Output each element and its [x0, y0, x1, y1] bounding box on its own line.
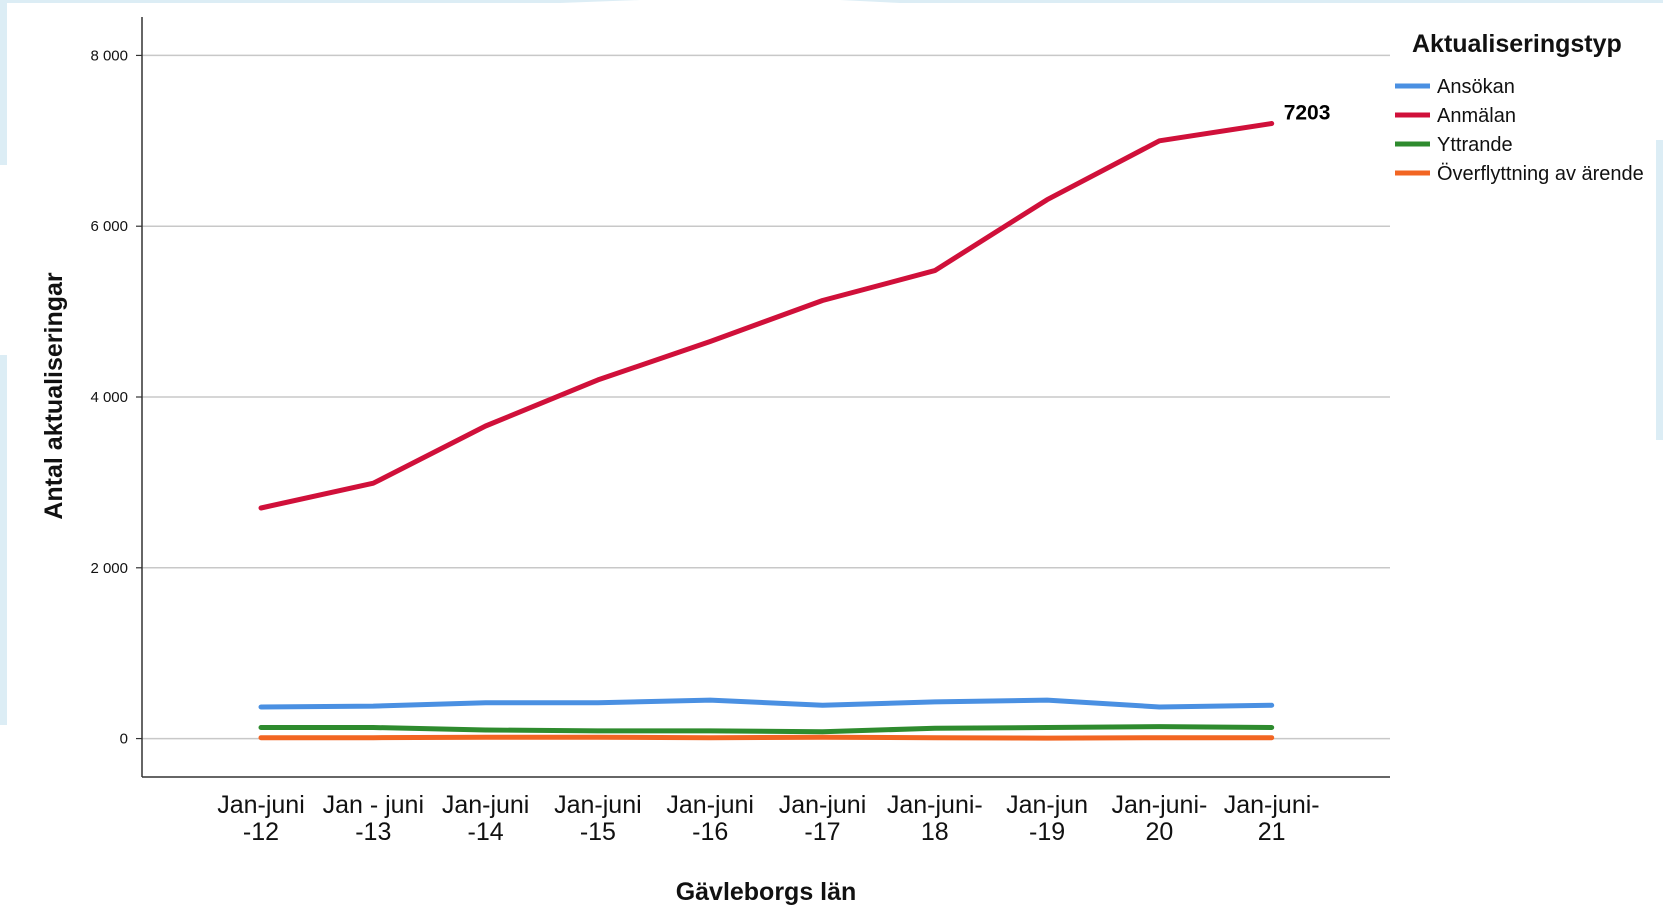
x-tick-label: -13 [355, 818, 391, 846]
series-line-ansokan [258, 697, 1275, 710]
x-tick-label: 20 [1145, 818, 1173, 846]
gridlines [142, 54, 1390, 740]
legend: Aktualiseringstyp Ansökan Anmälan Yttrande… [1395, 30, 1644, 185]
y-tick-label: 2 000 [90, 560, 128, 577]
x-tick-label: Jan - juni [323, 791, 424, 819]
series-line-anmalan [258, 121, 1275, 511]
x-tick-label: 18 [921, 818, 949, 846]
x-tick-label: Jan-juni- [887, 791, 983, 819]
x-axis-title: Gävleborgs län [676, 878, 857, 906]
y-tick-label: 0 [120, 731, 128, 748]
x-tick-label: Jan-juni- [1224, 791, 1320, 819]
y-axis-ticks: 0 2 000 4 000 6 000 8 000 [90, 47, 142, 748]
x-tick-label: -15 [580, 818, 616, 846]
legend-label-overflyttning-av-arende: Överflyttning av ärende [1437, 163, 1644, 185]
legend-label-anmalan: Anmälan [1437, 105, 1516, 127]
series-lines [258, 121, 1275, 741]
x-tick-label: -14 [468, 818, 504, 846]
x-tick-label: -12 [243, 818, 279, 846]
x-tick-label: Jan-juni [442, 791, 530, 819]
x-tick-label: Jan-juni- [1111, 791, 1207, 819]
x-tick-label: -19 [1029, 818, 1065, 846]
x-tick-label: Jan-juni [554, 791, 642, 819]
x-tick-label: -17 [804, 818, 840, 846]
series-line-yttrande [258, 724, 1275, 735]
x-tick-label: Jan-jun [1006, 791, 1088, 819]
legend-label-yttrande: Yttrande [1437, 134, 1513, 156]
series-line-overflyttning-av-arende [258, 734, 1275, 741]
x-tick-label: -16 [692, 818, 728, 846]
y-tick-label: 4 000 [90, 389, 128, 406]
y-tick-label: 6 000 [90, 218, 128, 235]
annotations: 7203 [1284, 101, 1331, 124]
y-axis-title: Antal aktualiseringar [40, 272, 68, 520]
x-tick-label: Jan-juni [217, 791, 305, 819]
x-tick-label: Jan-juni [779, 791, 867, 819]
x-tick-label: Jan-juni [666, 791, 754, 819]
legend-label-ansokan: Ansökan [1437, 76, 1515, 98]
legend-title: Aktualiseringstyp [1412, 30, 1622, 58]
x-tick-label: 21 [1258, 818, 1286, 846]
data-label: 7203 [1284, 101, 1331, 124]
y-tick-label: 8 000 [90, 47, 128, 64]
